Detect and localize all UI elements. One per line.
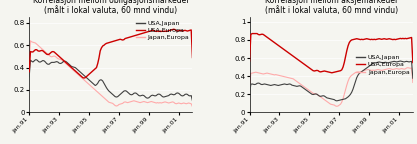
Legend: USA,Japan, USA,Europa, Japan,Europa: USA,Japan, USA,Europa, Japan,Europa [356,55,410,75]
Title: Korrelasjon mellom aksjemarkeder
(målt i lokal valuta, 60 mnd vindu): Korrelasjon mellom aksjemarkeder (målt i… [264,0,398,15]
Title: Korrelasjon mellom obligasjonsmarkeder
(målt i lokal valuta, 60 mnd vindu): Korrelasjon mellom obligasjonsmarkeder (… [33,0,189,15]
Legend: USA,Japan, USA,Europa, Japan,Europa: USA,Japan, USA,Europa, Japan,Europa [136,20,189,40]
